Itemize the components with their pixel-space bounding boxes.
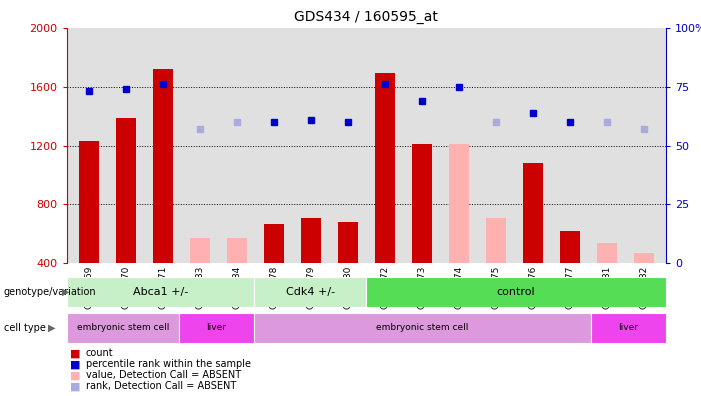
Bar xyxy=(634,253,654,263)
Text: liver: liver xyxy=(618,323,639,332)
Bar xyxy=(374,73,395,263)
Title: GDS434 / 160595_at: GDS434 / 160595_at xyxy=(294,10,438,24)
Text: embryonic stem cell: embryonic stem cell xyxy=(376,323,469,332)
Bar xyxy=(301,218,321,263)
Bar xyxy=(559,231,580,263)
Text: count: count xyxy=(86,348,113,358)
Text: liver: liver xyxy=(206,323,226,332)
Bar xyxy=(226,238,247,263)
Text: control: control xyxy=(497,287,536,297)
Text: value, Detection Call = ABSENT: value, Detection Call = ABSENT xyxy=(86,370,240,381)
Text: ▶: ▶ xyxy=(48,323,55,333)
Bar xyxy=(486,218,506,263)
Text: ■: ■ xyxy=(70,348,81,358)
Bar xyxy=(179,313,254,343)
Text: ■: ■ xyxy=(70,359,81,369)
Bar xyxy=(366,277,666,307)
Text: rank, Detection Call = ABSENT: rank, Detection Call = ABSENT xyxy=(86,381,236,392)
Bar xyxy=(411,144,432,263)
Bar xyxy=(591,313,666,343)
Bar xyxy=(67,313,179,343)
Bar xyxy=(597,243,617,263)
Bar xyxy=(254,277,366,307)
Text: cell type: cell type xyxy=(4,323,46,333)
Text: embryonic stem cell: embryonic stem cell xyxy=(76,323,169,332)
Text: ▶: ▶ xyxy=(62,287,69,297)
Text: Cdk4 +/-: Cdk4 +/- xyxy=(285,287,334,297)
Text: genotype/variation: genotype/variation xyxy=(4,287,96,297)
Text: ■: ■ xyxy=(70,381,81,392)
Bar xyxy=(264,224,284,263)
Bar xyxy=(67,277,254,307)
Bar xyxy=(153,69,173,263)
Bar xyxy=(254,313,591,343)
Bar xyxy=(189,238,210,263)
Bar xyxy=(116,118,136,263)
Bar xyxy=(449,144,469,263)
Text: Abca1 +/-: Abca1 +/- xyxy=(132,287,188,297)
Bar xyxy=(522,163,543,263)
Bar xyxy=(79,141,99,263)
Bar xyxy=(338,222,358,263)
Text: percentile rank within the sample: percentile rank within the sample xyxy=(86,359,250,369)
Text: ■: ■ xyxy=(70,370,81,381)
